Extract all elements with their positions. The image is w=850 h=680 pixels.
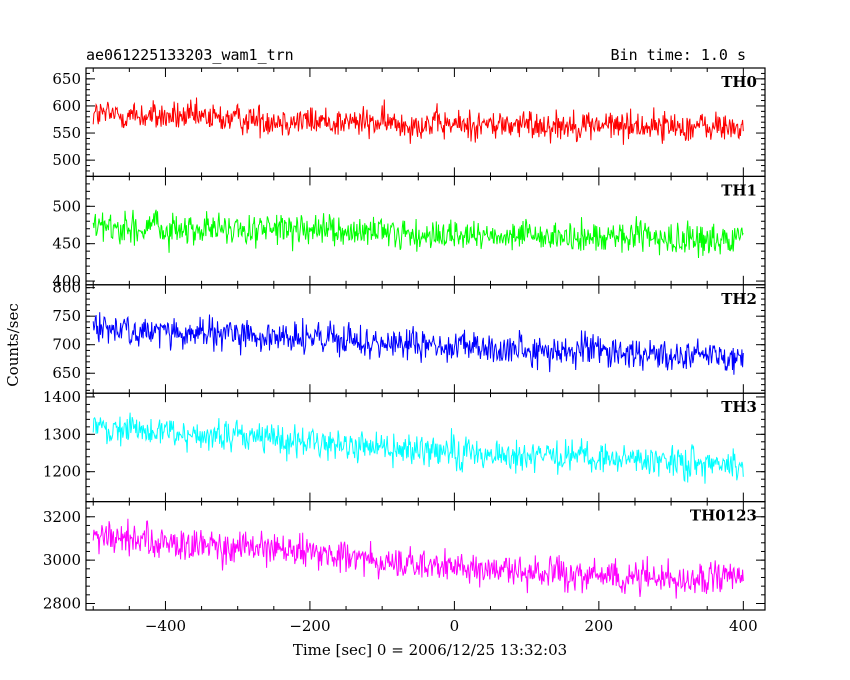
series-label-th2: TH2	[721, 290, 757, 308]
y-tick-label: 550	[52, 124, 81, 142]
panel-th1: 400 450 500 TH1	[52, 175, 766, 290]
y-tick-label: 600	[52, 97, 81, 115]
series-label-th0: TH0	[721, 73, 757, 91]
series-label-th0123: TH0123	[690, 507, 757, 525]
series-line-th0	[92, 97, 744, 145]
y-tick-label: 500	[52, 151, 81, 169]
y-tick-label: 2800	[43, 594, 81, 612]
panel-frame	[85, 284, 766, 394]
panel-th0123: 2800 3000 3200 TH0123	[43, 501, 766, 612]
x-tick-label: −400	[145, 617, 186, 635]
series-line-th0123	[92, 518, 744, 599]
y-tick-label: 500	[52, 197, 81, 215]
series-label-th3: TH3	[721, 398, 757, 416]
bin-time-label: Bin time: 1.0 s	[611, 46, 746, 64]
panel-frame	[85, 501, 766, 611]
series-line-th1	[92, 209, 744, 259]
panel-th2: 650 700 750 800 TH2	[52, 279, 766, 394]
y-tick-label: 800	[52, 279, 81, 297]
y-tick-label: 3200	[43, 508, 81, 526]
y-tick-label: 400	[52, 272, 81, 290]
x-tick-label: 400	[729, 617, 758, 635]
series-line-th3	[92, 412, 744, 484]
x-axis: −400 −200 0 200 400	[145, 617, 758, 635]
x-tick-label: −200	[289, 617, 330, 635]
y-tick-label: 1400	[43, 388, 81, 406]
series-label-th1: TH1	[721, 181, 757, 199]
y-tick-label: 650	[52, 364, 81, 382]
panel-th0: 500 550 600 650 TH0	[52, 67, 766, 178]
panel-th3: 1200 1300 1400 TH3	[43, 388, 766, 503]
y-tick-label: 1200	[43, 463, 81, 481]
x-tick-label: 200	[585, 617, 614, 635]
chart-title: ae061225133203_wam1_trn	[86, 46, 294, 64]
x-axis-label: Time [sec] 0 = 2006/12/25 13:32:03	[293, 641, 567, 659]
x-tick-label: 0	[450, 617, 460, 635]
series-line-th2	[92, 312, 744, 375]
y-tick-label: 3000	[43, 551, 81, 569]
y-tick-label: 450	[52, 235, 81, 253]
y-tick-label: 1300	[43, 425, 81, 443]
y-tick-label: 650	[52, 70, 81, 88]
y-tick-label: 700	[52, 336, 81, 354]
y-axis-label: Counts/sec	[4, 303, 22, 387]
y-tick-label: 750	[52, 307, 81, 325]
panels-group: 500 550 600 650 TH0 400 450 500 TH1 650 700 750 800 T…	[43, 67, 766, 612]
